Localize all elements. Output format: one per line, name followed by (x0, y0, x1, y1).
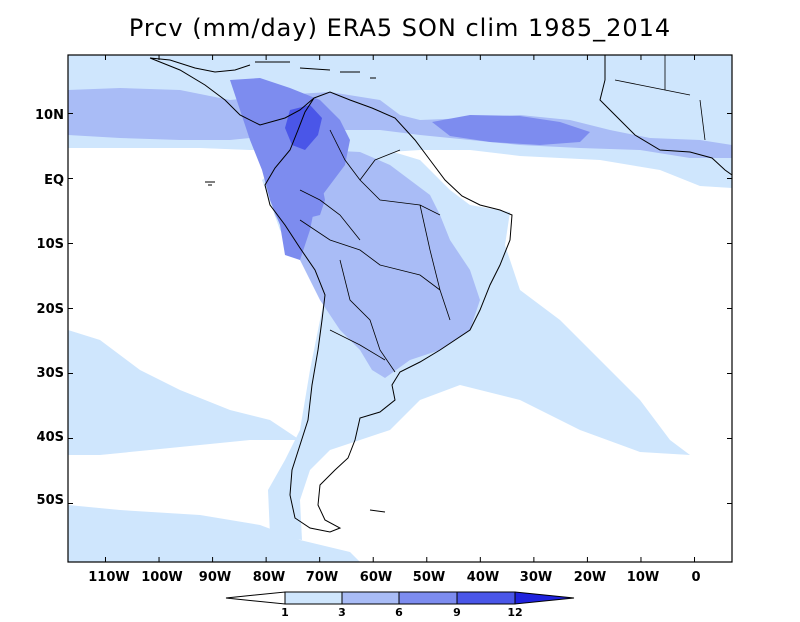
lon-label-90w: 90W (198, 570, 232, 585)
lat-label-50s: 50S (36, 493, 64, 508)
south-america-coastline (264, 91, 513, 533)
lat-label-eq: EQ (44, 173, 64, 188)
contour-6-9-atlantic (432, 115, 590, 145)
lat-label-30s: 30S (36, 366, 64, 381)
axis-ticks (68, 55, 732, 562)
contour-1-3-south (68, 505, 360, 562)
contour-6-9-upperamazon (270, 170, 325, 220)
lon-label-110w: 110W (88, 570, 130, 585)
lat-label-40s: 40S (36, 430, 64, 445)
colorbar (225, 591, 575, 605)
lon-label-100w: 100W (141, 570, 183, 585)
lon-label-10w: 10W (626, 570, 660, 585)
coastlines (149, 55, 732, 533)
colorbar-swatch-9-12 (456, 591, 516, 605)
lon-label-50w: 50W (412, 570, 446, 585)
colorbar-swatch-above-12 (514, 591, 575, 605)
colorbar-swatch-below-1 (225, 591, 286, 605)
lon-label-0: 0 (691, 570, 701, 585)
colorbar-swatch-3-6 (341, 591, 400, 605)
colorbar-label-6: 6 (395, 606, 403, 619)
africa-coastline (599, 55, 732, 176)
lon-label-70w: 70W (305, 570, 339, 585)
lon-label-80w: 80W (252, 570, 286, 585)
lon-label-30w: 30W (519, 570, 553, 585)
contour-1-3-sepacific (68, 330, 300, 455)
colorbar-label-1: 1 (281, 606, 289, 619)
lon-label-40w: 40W (466, 570, 500, 585)
colorbar-label-3: 3 (338, 606, 346, 619)
caribbean-islands (255, 61, 376, 79)
country-borders (299, 55, 706, 373)
map-title: Prcv (mm/day) ERA5 SON clim 1985_2014 (128, 14, 672, 42)
lat-label-20s: 20S (36, 302, 64, 317)
colorbar-label-12: 12 (507, 606, 523, 619)
lat-label-10s: 10S (36, 237, 64, 252)
colorbar-swatch-6-9 (398, 591, 458, 605)
precipitation-field (68, 55, 732, 562)
falkland-islands (369, 509, 386, 513)
central-america-coastline (149, 57, 315, 126)
galapagos-islands (205, 181, 215, 186)
lon-label-60w: 60W (359, 570, 393, 585)
colorbar-swatch-1-3 (284, 591, 343, 605)
colorbar-label-9: 9 (453, 606, 461, 619)
lon-label-20w: 20W (573, 570, 607, 585)
lat-label-10n: 10N (35, 108, 64, 123)
